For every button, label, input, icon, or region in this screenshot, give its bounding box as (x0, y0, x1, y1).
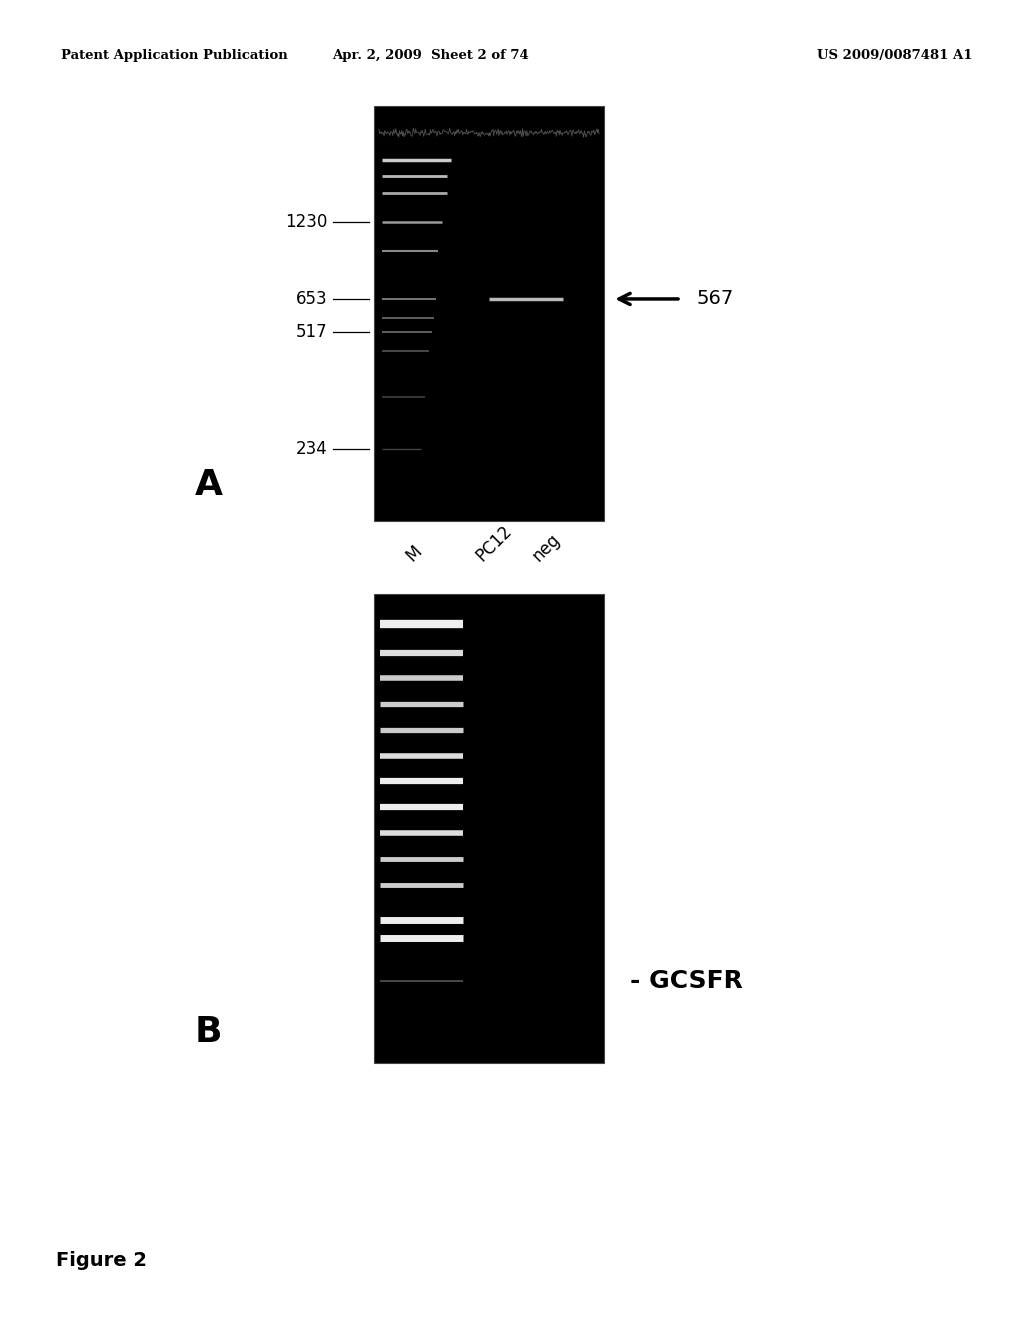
Text: 517: 517 (296, 323, 328, 341)
Text: B: B (195, 1015, 222, 1049)
Bar (374, 594, 604, 1063)
Text: 1230: 1230 (286, 213, 328, 231)
Text: neg: neg (529, 531, 564, 565)
Text: US 2009/0087481 A1: US 2009/0087481 A1 (817, 49, 973, 62)
Text: Patent Application Publication: Patent Application Publication (61, 49, 288, 62)
Text: 653: 653 (296, 290, 328, 308)
Text: M: M (402, 543, 426, 565)
Text: Figure 2: Figure 2 (56, 1251, 147, 1270)
Text: 234: 234 (296, 440, 328, 458)
Text: - GCSFR: - GCSFR (630, 969, 742, 993)
Text: A: A (195, 467, 222, 502)
Bar (374, 106, 604, 521)
Text: 567: 567 (696, 289, 733, 309)
Text: PC12: PC12 (472, 521, 515, 565)
Text: Apr. 2, 2009  Sheet 2 of 74: Apr. 2, 2009 Sheet 2 of 74 (332, 49, 528, 62)
